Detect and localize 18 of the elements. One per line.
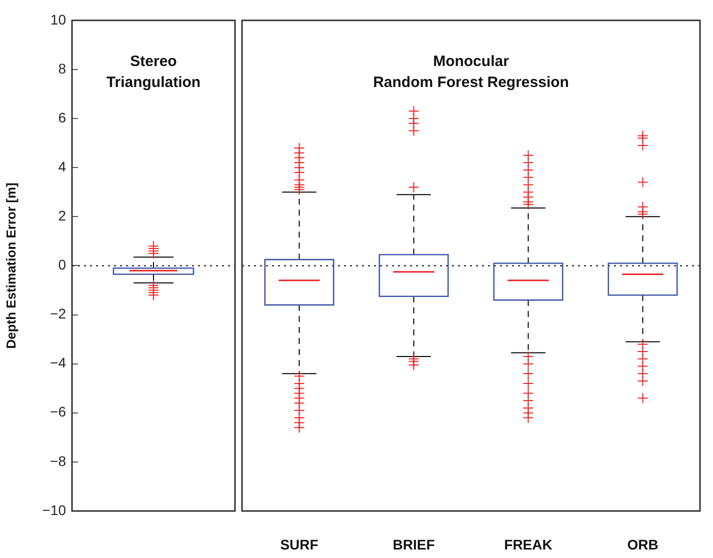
x-tick-label: SURF bbox=[280, 536, 319, 552]
y-tick-label: −2 bbox=[50, 306, 66, 322]
annotation: Stereo Triangulation bbox=[106, 53, 201, 92]
y-tick-label: −4 bbox=[50, 354, 66, 371]
y-tick-label: 2 bbox=[58, 208, 66, 224]
y-tick-label: −8 bbox=[50, 452, 66, 469]
y-tick-label: 10 bbox=[50, 11, 66, 28]
y-tick-label: 4 bbox=[58, 158, 66, 174]
y-tick-label: −6 bbox=[50, 404, 66, 420]
y-tick-label: 6 bbox=[58, 109, 66, 126]
y-tick-label: 8 bbox=[58, 60, 66, 76]
x-tick-label: BRIEF bbox=[392, 536, 436, 552]
x-tick-label: FREAK bbox=[504, 536, 552, 552]
y-tick-label: −10 bbox=[42, 502, 66, 518]
x-tick-label: ORB bbox=[627, 536, 658, 552]
y-axis-title: Depth Estimation Error [m] bbox=[3, 182, 18, 349]
y-tick-label: 0 bbox=[58, 256, 66, 273]
annotation: Monocular Random Forest Regression bbox=[373, 53, 569, 92]
